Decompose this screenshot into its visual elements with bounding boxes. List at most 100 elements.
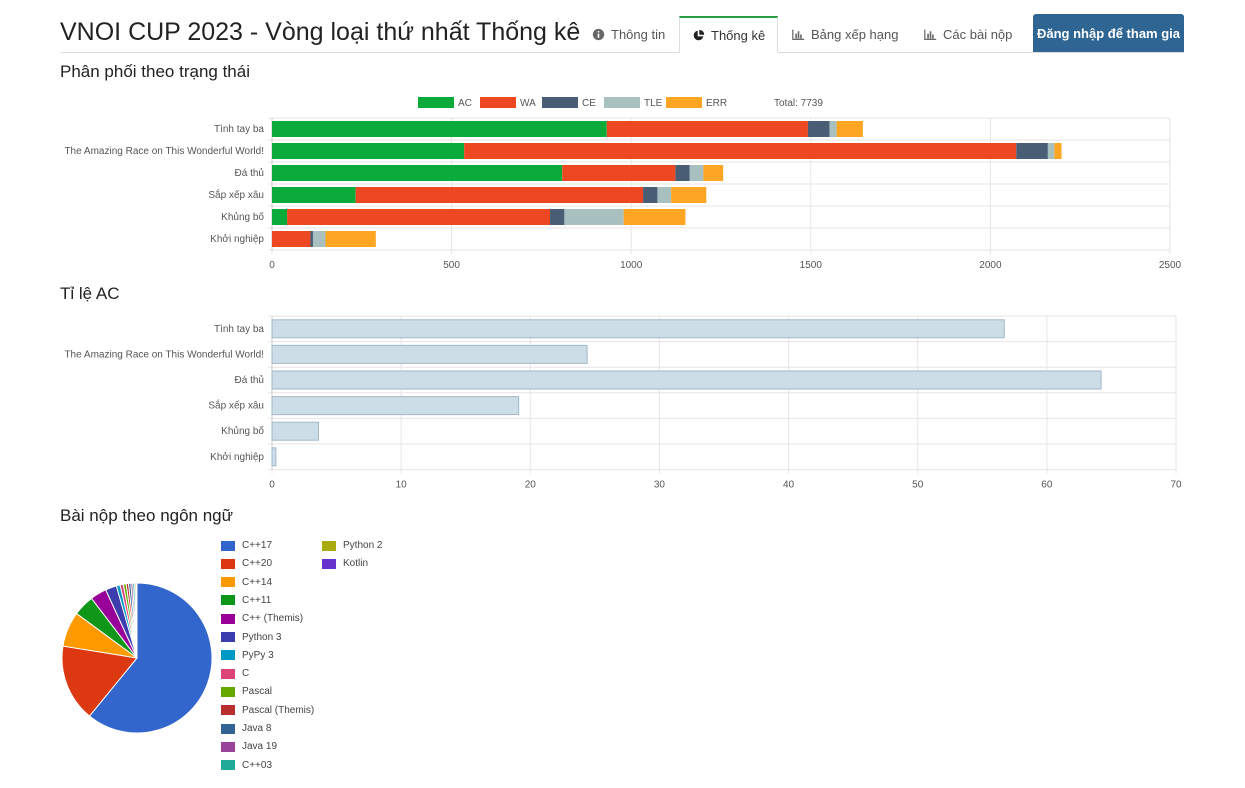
legend-swatch — [221, 558, 235, 569]
ac-rate-bar — [271, 396, 520, 416]
ac-rate-section-title: Tỉ lệ AC — [60, 284, 120, 303]
bar-ac — [272, 209, 288, 225]
legend-swatch — [221, 686, 235, 697]
legend-label: Java 8 — [242, 723, 272, 734]
legend-swatch — [221, 650, 235, 661]
legend-swatch-ce — [542, 97, 578, 108]
legend-item: Java 8 — [221, 723, 271, 734]
legend-label: C++14 — [242, 576, 273, 588]
bar-tle — [689, 165, 704, 181]
ac-rate-bar — [271, 421, 319, 441]
x-tick-label: 70 — [1170, 480, 1182, 491]
legend-swatch — [322, 540, 336, 551]
legend-item: Pascal — [221, 686, 272, 697]
legend-item: PyPy 3 — [221, 650, 274, 661]
bar-ce — [1016, 143, 1048, 159]
legend-swatch — [322, 558, 336, 569]
bar-ac — [272, 143, 465, 159]
x-tick-label: 60 — [1041, 480, 1053, 491]
legend-label: Pascal (Themis) — [242, 704, 315, 716]
bar-tle — [657, 187, 672, 203]
legend-swatch — [221, 540, 235, 551]
legend-item: C++17 — [221, 540, 272, 551]
x-tick-label: 1000 — [620, 260, 643, 271]
legend-swatch — [221, 760, 235, 771]
y-tick-label: Khởi nghiệp — [210, 233, 264, 245]
ac-rate-bar — [271, 447, 277, 467]
info-icon — [592, 28, 605, 40]
bar-err — [836, 121, 863, 137]
legend-item: Pascal (Themis) — [221, 705, 314, 716]
total-label: Total: 7739 — [774, 98, 823, 109]
legend-swatch — [221, 723, 235, 734]
pie-slice — [88, 582, 213, 734]
bar-ce — [643, 187, 658, 203]
bar-ce — [675, 165, 690, 181]
legend-swatch-wa — [480, 97, 516, 108]
bar-tle — [1047, 143, 1055, 159]
bar-chart-icon — [792, 29, 805, 40]
bar-wa — [464, 143, 1017, 159]
legend-swatch-err — [666, 97, 702, 108]
legend-label: C++20 — [242, 558, 273, 570]
y-tick-label: Tình tay ba — [214, 124, 264, 135]
bar-err — [671, 187, 707, 203]
bar-ac — [272, 187, 356, 203]
y-tick-label: Khởi nghiệp — [210, 451, 264, 463]
bar-tle — [312, 231, 326, 247]
legend-label: Python 3 — [242, 631, 282, 643]
bar-err — [623, 209, 686, 225]
ac-rate-bar — [271, 319, 1005, 339]
x-tick-label: 40 — [783, 480, 795, 491]
login-to-join-button[interactable]: Đăng nhập để tham gia — [1033, 14, 1184, 52]
legend-label: Pascal — [242, 686, 273, 698]
tab-info[interactable]: Thông tin — [580, 16, 677, 52]
language-section-title: Bài nộp theo ngôn ngữ — [60, 506, 234, 525]
legend-label: Kotlin — [343, 558, 369, 570]
status-section-title: Phân phối theo trạng thái — [60, 62, 250, 81]
legend-swatch-tle — [604, 97, 640, 108]
ac-rate-bar — [271, 344, 588, 364]
bar-err — [1054, 143, 1062, 159]
tab-ranking[interactable]: Bảng xếp hạng — [780, 16, 910, 52]
bar-wa — [272, 231, 311, 247]
status-distribution-chart: AC WA CE TLE ERR Total: 7739 0 500 1000 1500 2000 2… — [64, 97, 1182, 271]
x-tick-label: 30 — [654, 480, 666, 491]
bar-wa — [355, 187, 644, 203]
bar-err — [703, 165, 724, 181]
legend-item: Python 2 — [322, 540, 382, 551]
tab-label: Thông tin — [611, 26, 666, 42]
legend-label: C++11 — [242, 594, 272, 606]
legend-label: Python 2 — [343, 540, 383, 551]
x-tick-label: 0 — [269, 260, 275, 271]
bar-wa — [562, 165, 676, 181]
legend-swatch — [221, 632, 235, 642]
contest-header: VNOI CUP 2023 - Vòng loại thứ nhất Thống… — [60, 14, 1184, 53]
legend-label: Java 19 — [242, 741, 278, 753]
y-tick-label: Tình tay ba — [214, 324, 264, 335]
page-title: VNOI CUP 2023 - Vòng loại thứ nhất Thống… — [60, 18, 581, 46]
x-tick-label: 0 — [269, 480, 275, 491]
bar-ac — [272, 165, 563, 181]
legend-swatch — [221, 577, 235, 588]
y-tick-label: Đá thủ — [235, 374, 264, 386]
y-tick-label: The Amazing Race on This Wonderful World… — [64, 146, 264, 157]
tab-statistics[interactable]: Thống kê — [679, 16, 779, 53]
x-tick-label: 10 — [396, 480, 408, 491]
y-tick-label: Sắp xếp xâu — [208, 399, 264, 412]
legend-swatch — [221, 741, 235, 752]
legend-item: Kotlin — [322, 558, 368, 569]
tab-label: Các bài nộp — [943, 26, 1013, 42]
y-tick-label: Sắp xếp xâu — [208, 188, 264, 201]
tab-label: Bảng xếp hạng — [811, 26, 899, 42]
x-tick-label: 20 — [525, 480, 537, 491]
legend-label: WA — [520, 98, 536, 109]
legend-item: C++ (Themis) — [221, 613, 303, 624]
language-pie-chart — [61, 582, 213, 734]
legend-label: C — [242, 668, 250, 680]
legend-swatch — [221, 705, 235, 716]
legend-item: C++11 — [221, 595, 271, 606]
legend-label: ERR — [706, 98, 727, 109]
tab-submissions[interactable]: Các bài nộp — [912, 16, 1024, 52]
bar-wa — [606, 121, 808, 137]
